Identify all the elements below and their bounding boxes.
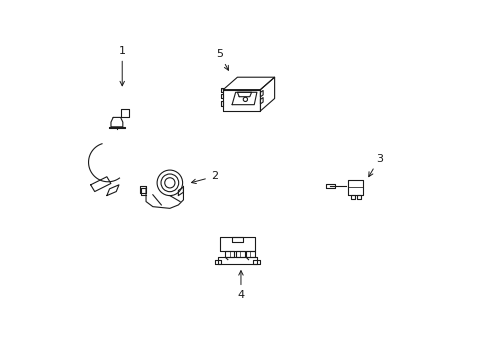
Text: 4: 4 [237,271,244,300]
Text: 3: 3 [368,154,382,177]
Text: 2: 2 [191,171,218,184]
Text: 1: 1 [119,46,125,86]
Text: 5: 5 [216,49,228,70]
